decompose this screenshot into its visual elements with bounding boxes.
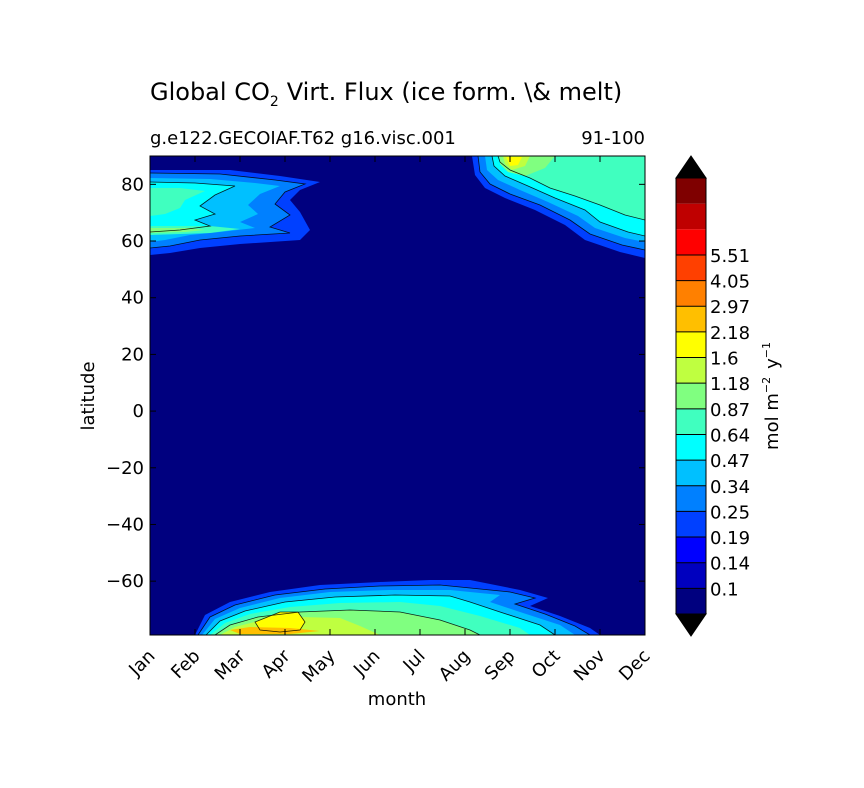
contour-line [150, 181, 236, 233]
y-tick-label: −20 [106, 458, 144, 479]
colorbar-segment [676, 485, 706, 512]
heatmap-field [150, 156, 645, 635]
x-tick-label: Oct [528, 646, 565, 683]
colorbar-segment [676, 511, 706, 538]
colorbar-frame [675, 177, 707, 615]
title-subscript: 2 [270, 94, 279, 110]
colorbar-level-label: 0.1 [710, 579, 739, 600]
contour-line [205, 594, 556, 635]
colorbar-level-label: 0.19 [710, 528, 750, 549]
colorbar-level-label: 4.05 [710, 272, 750, 293]
contour-line [497, 156, 645, 221]
y-tick-label: 60 [121, 231, 144, 252]
colorbar-level-label: 5.51 [710, 246, 750, 267]
chart-subtitle-right: 91-100 [581, 128, 645, 149]
y-tick-label: 40 [121, 288, 144, 309]
colorbar-segment [676, 280, 706, 307]
contour-line [491, 156, 645, 237]
x-tick-label: Apr [258, 645, 295, 682]
x-tick-label: Sep [481, 646, 520, 685]
x-tick-label: May [298, 645, 339, 686]
colorbar-segment [676, 178, 706, 204]
y-tick-label: 0 [133, 401, 144, 422]
x-tick-label: Aug [435, 646, 475, 686]
plot-area [149, 155, 646, 636]
colorbar-level-label: 0.14 [710, 554, 750, 575]
colorbar-segment [676, 357, 706, 384]
colorbar-level-label: 2.18 [710, 323, 750, 344]
colorbar-segment [676, 254, 706, 281]
y-axis-label: latitude [78, 361, 99, 430]
colorbar-level-label: 0.34 [710, 477, 750, 498]
colorbar-segment [676, 588, 706, 614]
chart-title: Global CO2 Virt. Flux (ice form. \& melt) [150, 78, 622, 110]
colorbar-segment [676, 537, 706, 563]
colorbar-level-label: 0.64 [710, 425, 750, 446]
colorbar-under-arrow [675, 613, 707, 637]
x-tick-label: Jun [349, 646, 384, 681]
colorbar-segment [676, 331, 706, 358]
colorbar-segment [676, 229, 706, 255]
contour-line [477, 156, 645, 251]
x-tick-label: Jul [399, 646, 430, 677]
antarctic-orange-band [230, 627, 320, 634]
colorbar-level-label: 1.6 [710, 349, 739, 370]
colorbar-segment [676, 383, 706, 409]
x-tick-label: Nov [570, 645, 610, 685]
x-tick-label: Dec [615, 646, 654, 685]
colorbar-segment [676, 203, 706, 230]
colorbar-level-label: 0.47 [710, 451, 750, 472]
colorbar-segment [676, 460, 706, 486]
colorbar-segment [676, 306, 706, 332]
x-tick-label: Feb [167, 646, 204, 683]
contour-line [214, 609, 481, 635]
y-tick-label: −60 [106, 571, 144, 592]
colorbar-level-label: 1.18 [710, 374, 750, 395]
x-axis-label: month [368, 689, 426, 710]
colorbar-label: mol m−2y−1 [760, 342, 783, 450]
chart-subtitle-left: g.e122.GECOIAF.T62 g16.visc.001 [150, 128, 456, 149]
y-axis: 80 60 40 20 0 −20 −40 −60 [106, 174, 645, 592]
x-tick-label: Mar [211, 645, 250, 684]
colorbar-over-arrow [675, 155, 707, 179]
colorbar-segment [676, 408, 706, 435]
colorbar-segment [676, 434, 706, 461]
contour-line [197, 584, 591, 635]
colorbar-level-label: 0.25 [710, 502, 750, 523]
y-tick-label: 80 [121, 174, 144, 195]
contour-line [254, 611, 306, 633]
y-tick-label: −40 [106, 514, 144, 535]
x-tick-label: Jan [124, 646, 159, 681]
plot-frame [149, 155, 646, 636]
contour-lines [150, 156, 645, 635]
contour-line [150, 172, 307, 249]
colorbar-segment [676, 562, 706, 589]
colorbar-level-label: 0.87 [710, 400, 750, 421]
colorbar: 0.1 0.14 0.19 0.25 0.34 0.47 0.64 0.87 1.18 1.6 2.… [675, 155, 750, 637]
y-tick-label: 20 [121, 344, 144, 365]
colorbar-level-label: 2.97 [710, 297, 750, 318]
arctic-winter-teal [150, 188, 205, 216]
